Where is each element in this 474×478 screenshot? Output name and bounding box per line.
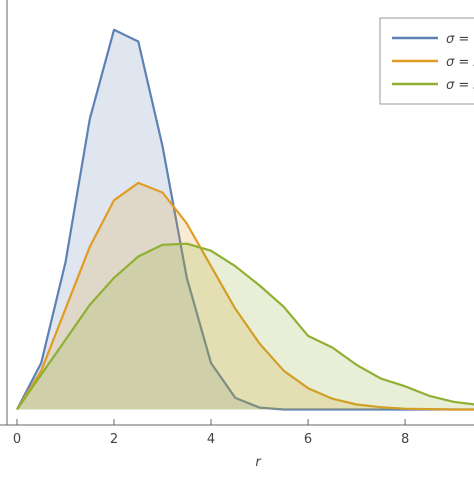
area-fill bbox=[16, 182, 474, 410]
x-tick-label: 0 bbox=[13, 432, 21, 447]
legend-label: σ = 2 bbox=[446, 55, 474, 70]
area-fill bbox=[16, 29, 474, 410]
series-line bbox=[16, 242, 474, 411]
legend-label: σ = 3 bbox=[446, 78, 474, 93]
x-tick-label: 6 bbox=[304, 432, 312, 447]
series-line bbox=[16, 181, 474, 411]
x-tick-label: 2 bbox=[110, 432, 118, 447]
legend: σ = 1 σ = 2 σ = 3 bbox=[379, 17, 474, 105]
x-tick-label: 4 bbox=[207, 432, 215, 447]
legend-label: σ = 1 bbox=[446, 32, 474, 47]
x-tick-label: 8 bbox=[401, 432, 409, 447]
x-axis-label: r bbox=[255, 455, 262, 470]
area-fill bbox=[16, 243, 474, 410]
